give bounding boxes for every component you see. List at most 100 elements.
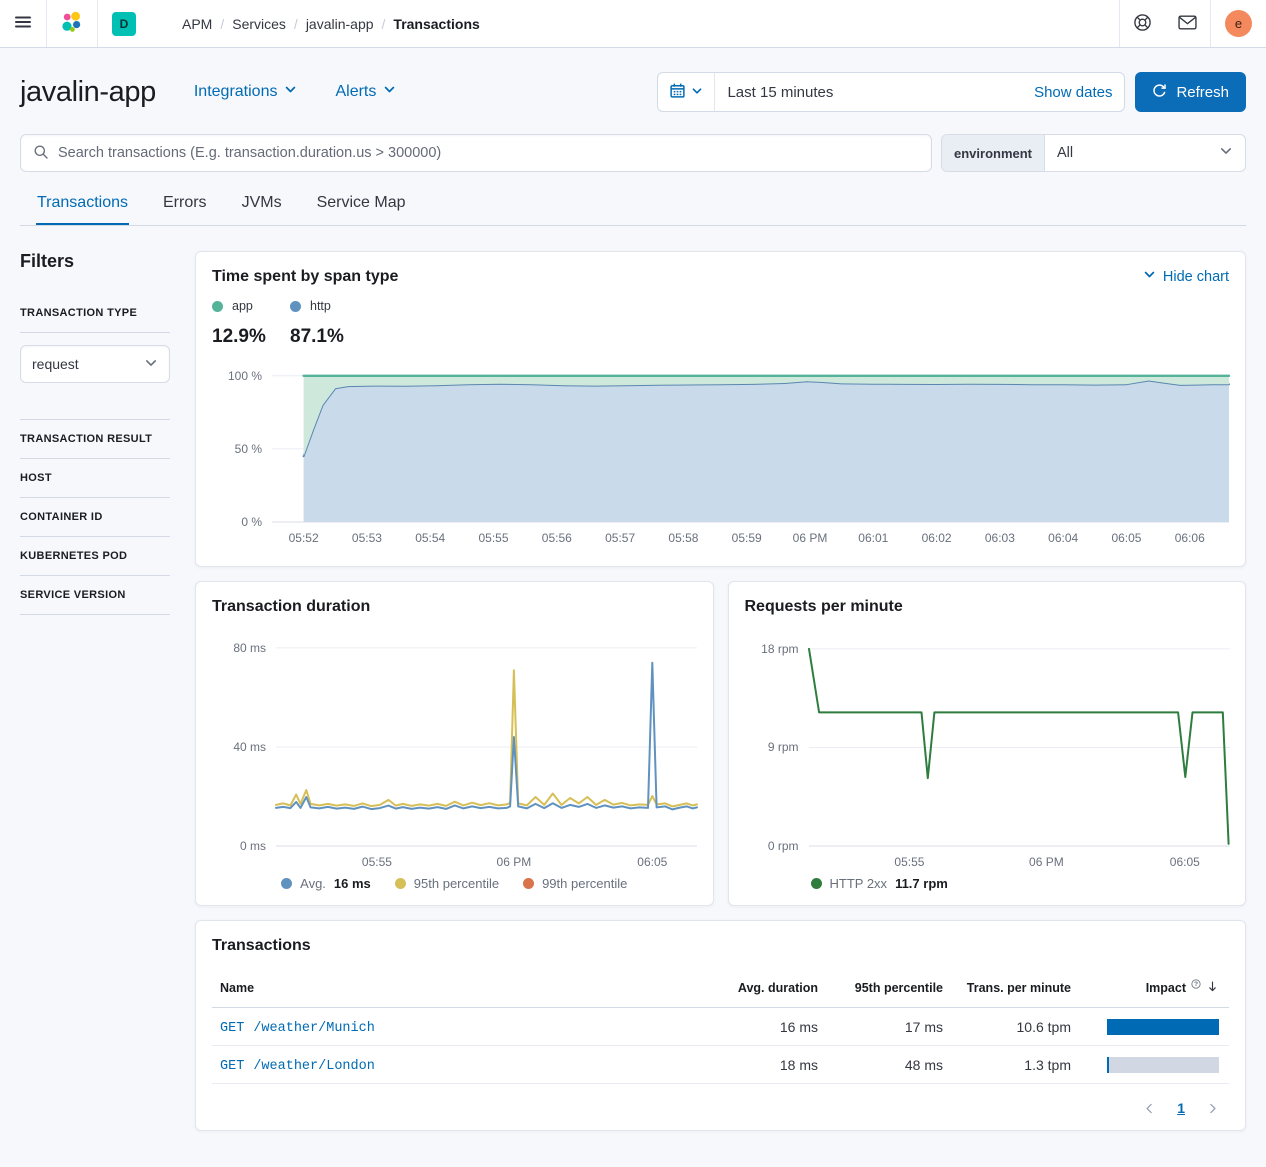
requests-per-minute-panel: Requests per minute 0 rpm 9 rpm 18 rpm 05:… (727, 581, 1246, 906)
next-page-button[interactable] (1206, 1102, 1219, 1115)
menu-button[interactable] (0, 0, 46, 47)
tab[interactable]: Service Map (316, 186, 407, 225)
rpm-chart: 0 rpm 9 rpm 18 rpm 05:55 06 PM 06:05 (745, 638, 1230, 869)
legend-dot-icon (212, 300, 223, 312)
y-axis-label: 18 rpm (761, 641, 799, 656)
chevron-down-icon (144, 356, 158, 373)
tab[interactable]: Errors (162, 186, 208, 225)
column-header-95th-percentile[interactable]: 95th percentile (854, 981, 943, 995)
tab[interactable]: Transactions (36, 186, 129, 225)
environment-filter-label: environment (942, 135, 1046, 171)
hide-chart-label: Hide chart (1162, 268, 1229, 285)
search-box (20, 134, 932, 172)
legend-label: app (232, 299, 253, 313)
transaction-link[interactable]: GET /weather/Munich (220, 1021, 375, 1036)
filter-section-label: SERVICE VERSION (20, 589, 126, 601)
show-dates-button[interactable]: Show dates (1022, 73, 1124, 111)
legend-label: http (310, 299, 331, 313)
duration-panel-title: Transaction duration (212, 598, 371, 615)
chevron-down-icon (1219, 144, 1233, 162)
tab[interactable]: JVMs (241, 186, 283, 225)
legend-item[interactable]: Avg. 16 ms (281, 876, 371, 891)
span-type-panel-title: Time spent by span type (212, 268, 399, 285)
legend-item[interactable]: HTTP 2xx 11.7 rpm (810, 876, 948, 891)
span-type-plot-area[interactable]: 05:52 05:53 05:54 05:55 05:56 05:57 05:58 05:59… (272, 370, 1231, 545)
filter-section-toggle[interactable]: KUBERNETES POD (20, 536, 170, 575)
divider (46, 0, 47, 47)
transaction-path: /weather/Munich (253, 1020, 375, 1036)
time-range-value[interactable]: Last 15 minutes (727, 83, 834, 101)
filters-title: Filters (20, 251, 75, 271)
legend-dot-icon (810, 878, 822, 889)
span-type-legend-item[interactable]: app 12.9% (212, 299, 271, 348)
page-number-1[interactable]: 1 (1177, 1100, 1185, 1116)
collapsed-filter-list: TRANSACTION RESULT HOST CONTAINER ID KUB… (20, 419, 170, 615)
search-transactions-input[interactable] (58, 145, 919, 161)
filter-section-toggle[interactable]: TRANSACTION RESULT (20, 419, 170, 458)
breadcrumb-current: Transactions (382, 16, 479, 32)
x-axis-label: 05:55 (894, 855, 925, 869)
transaction-type-select[interactable]: request (20, 345, 170, 383)
environment-filter[interactable]: environment All (941, 134, 1246, 172)
refresh-icon (1152, 83, 1167, 102)
chevron-down-icon (691, 85, 703, 100)
transaction-duration-panel: Transaction duration 0 ms 40 ms 80 ms 05:5… (195, 581, 714, 906)
tpm-cell: 10.6 tpm (1016, 1018, 1071, 1035)
breadcrumb-services[interactable]: Services (220, 16, 286, 32)
y-axis-label: 40 ms (233, 739, 266, 754)
y-axis-label: 0 ms (239, 839, 266, 853)
space-badge[interactable]: D (112, 11, 136, 36)
x-axis-label: 06:05 (637, 855, 668, 869)
help-button[interactable] (1120, 0, 1165, 47)
filter-section-toggle[interactable]: CONTAINER ID (20, 497, 170, 536)
elastic-home-button[interactable] (47, 0, 97, 47)
breadcrumb-apm[interactable]: APM (182, 15, 213, 32)
column-header-name[interactable]: Name (220, 981, 255, 995)
y-axis-label: 0 rpm (767, 839, 799, 853)
refresh-button[interactable]: Refresh (1135, 72, 1246, 112)
hide-chart-button[interactable]: Hide chart (1143, 268, 1229, 285)
legend-label: HTTP 2xx (829, 876, 888, 891)
chevron-down-icon (284, 83, 297, 101)
rpm-plot-area[interactable]: 05:55 06 PM 06:05 (807, 638, 1230, 869)
y-axis: 0 ms 40 ms 80 ms (212, 638, 276, 853)
duration-legend: Avg. 16 ms 95th percentile 99th percent (212, 876, 697, 891)
span-type-chart: 0 % 50 % 100 % 05:52 05:53 05:54 05:55 05:56 05… (212, 368, 1231, 545)
span-type-legend-item[interactable]: http 87.1% (290, 299, 349, 348)
transaction-link[interactable]: GET /weather/London (220, 1059, 375, 1074)
table-pagination: 1 (212, 1100, 1229, 1116)
tab-label: JVMs (241, 194, 282, 211)
breadcrumb-service-name[interactable]: javalin-app (294, 16, 374, 32)
alerts-label: Alerts (335, 83, 377, 100)
table-body: GET /weather/Munich 16 ms 17 ms 10.6 tpm (212, 1008, 1229, 1084)
filter-section-toggle[interactable]: HOST (20, 458, 170, 497)
search-row: environment All (20, 134, 1246, 172)
column-header-impact[interactable]: Impact ? (1071, 979, 1219, 996)
notifications-button[interactable] (1165, 0, 1210, 47)
duration-plot-area[interactable]: 05:55 06 PM 06:05 (275, 638, 698, 869)
legend-value: 11.7 rpm (895, 876, 948, 891)
x-axis-label: 06 PM (496, 855, 532, 869)
alerts-dropdown[interactable]: Alerts (335, 83, 396, 101)
transactions-table-panel: Transactions Name Avg. duration 95th per… (195, 920, 1246, 1131)
x-axis-label: 06:04 (1048, 531, 1079, 545)
integrations-dropdown[interactable]: Integrations (194, 83, 298, 101)
y-axis-label: 100 % (227, 368, 262, 383)
user-menu-button[interactable]: e (1211, 0, 1266, 47)
x-axis-label: 05:54 (415, 531, 446, 545)
transaction-type-value: request (32, 356, 79, 372)
x-axis-label: 06:05 (1111, 531, 1142, 545)
quick-select-date-button[interactable] (658, 73, 716, 111)
column-header-trans-per-minute[interactable]: Trans. per minute (966, 981, 1071, 995)
legend-item[interactable]: 95th percentile (394, 876, 499, 891)
previous-page-button[interactable] (1143, 1102, 1156, 1115)
legend-item[interactable]: 99th percentile (523, 876, 627, 891)
column-header-avg-duration[interactable]: Avg. duration (737, 981, 818, 995)
transactions-table-title: Transactions (212, 937, 311, 954)
svg-text:?: ? (1194, 981, 1198, 988)
filter-section-toggle[interactable]: SERVICE VERSION (20, 575, 170, 614)
x-axis-label: 06:01 (858, 531, 889, 545)
y-axis: 0 rpm 9 rpm 18 rpm (745, 638, 809, 853)
divider (1119, 0, 1120, 47)
user-avatar: e (1225, 10, 1252, 37)
